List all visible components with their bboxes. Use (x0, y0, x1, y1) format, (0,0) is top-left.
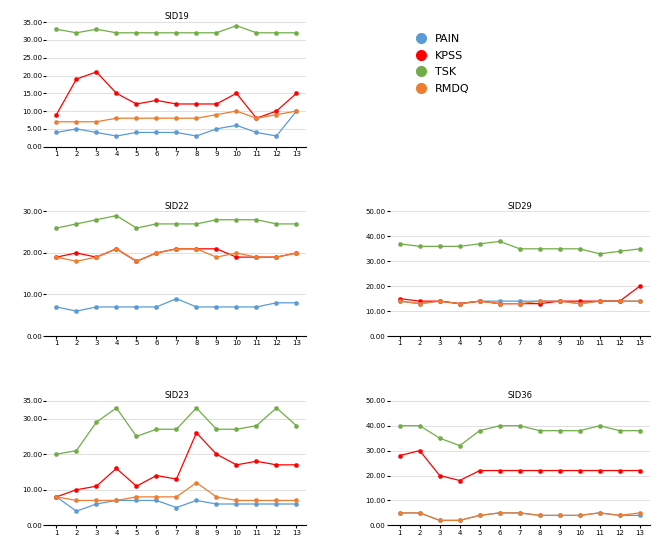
Title: SID23: SID23 (164, 391, 189, 400)
Title: SID19: SID19 (164, 12, 189, 22)
Title: SID22: SID22 (164, 202, 189, 211)
Title: SID36: SID36 (507, 391, 532, 400)
Legend: PAIN, KPSS, TSK, RMDQ: PAIN, KPSS, TSK, RMDQ (421, 34, 469, 94)
Title: SID29: SID29 (507, 202, 532, 211)
